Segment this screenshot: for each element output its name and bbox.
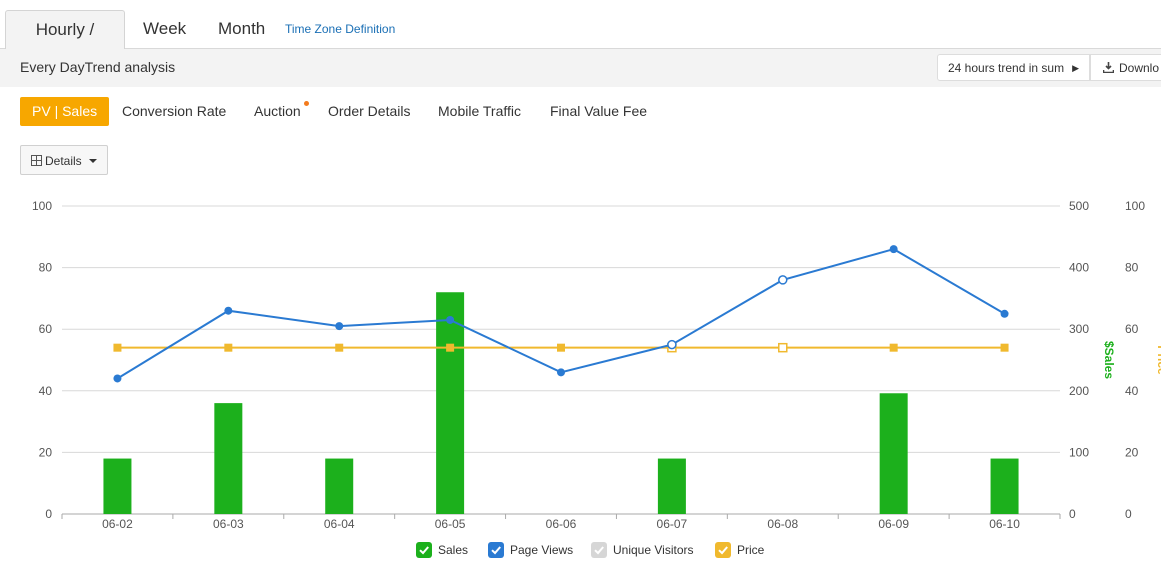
x-axis-tick-label: 06-02: [102, 517, 133, 531]
legend-label: Sales: [438, 543, 469, 557]
period-tabs: Hourly / Day Week Month Time Zone Defini…: [0, 0, 1161, 77]
sales-bar: [879, 393, 908, 514]
sales-bar: [103, 458, 132, 514]
page-views-point: [667, 339, 677, 350]
far-right-axis-tick-label: 0: [1125, 507, 1132, 521]
tab-week[interactable]: Week: [143, 19, 187, 38]
sales-bar: [990, 458, 1019, 514]
far-right-axis-tick-label: 20: [1125, 445, 1139, 459]
checkbox-checked-icon: [715, 542, 731, 558]
right-axis-tick-label: 400: [1069, 261, 1089, 275]
x-axis-tick-label: 06-07: [657, 517, 688, 531]
page-views-point: [335, 322, 344, 331]
page-views-point: [113, 374, 122, 383]
legend-label: Unique Visitors: [613, 543, 694, 557]
left-axis-tick-label: 60: [39, 322, 53, 336]
time-zone-definition-link[interactable]: Time Zone Definition: [285, 22, 396, 36]
trend-sum-label: 24 hours trend in sum: [948, 61, 1065, 75]
tab-hourly-day[interactable]: Hourly / Day: [5, 10, 125, 77]
price-point: [557, 343, 565, 352]
metric-tab-mobile-traffic[interactable]: Mobile Traffic: [438, 103, 521, 119]
right-axis-tick-label: 200: [1069, 384, 1089, 398]
far-right-axis-tick-label: 80: [1125, 261, 1139, 275]
right-axis-title: $Sales: [1102, 341, 1116, 379]
price-point: [889, 343, 898, 352]
page-views-point: [446, 315, 455, 324]
far-right-axis-tick-label: 100: [1125, 199, 1145, 213]
tab-month[interactable]: Month: [218, 19, 266, 38]
right-axis-tick-label: 100: [1069, 445, 1089, 459]
page-views-point: [1000, 309, 1009, 318]
page-views-point: [557, 368, 565, 377]
x-axis-tick-label: 06-08: [767, 517, 798, 531]
x-axis-tick-label: 06-05: [435, 517, 466, 531]
checkbox-checked-icon: [488, 542, 504, 558]
analysis-bar: Every DayTrend analysis 24 hours trend i…: [0, 49, 1161, 87]
left-axis-tick-label: 40: [39, 384, 53, 398]
x-axis-tick-label: 06-03: [213, 517, 244, 531]
trend-sum-button[interactable]: 24 hours trend in sum ▶: [937, 54, 1090, 81]
metric-tab-conversion-rate[interactable]: Conversion Rate: [122, 103, 227, 119]
analysis-title: Every DayTrend analysis: [20, 59, 176, 75]
legend-label: Price: [737, 543, 765, 557]
chevron-down-icon: [89, 159, 97, 163]
sales-bar: [657, 458, 686, 514]
x-axis-tick-label: 06-09: [878, 517, 909, 531]
sales-bar: [325, 458, 354, 514]
sales-bar: [214, 403, 243, 514]
x-axis-tick-label: 06-04: [324, 517, 355, 531]
x-axis-tick-label: 06-06: [546, 517, 577, 531]
checkbox-checked-icon: [591, 542, 607, 558]
metric-tab-pv-sales[interactable]: PV | Sales: [20, 97, 110, 126]
download-label: Downlo: [1119, 61, 1160, 75]
left-axis-tick-label: 100: [32, 199, 52, 213]
metric-tab-final-value-fee[interactable]: Final Value Fee: [550, 103, 648, 119]
metric-tab-auction[interactable]: Auction: [254, 103, 301, 119]
page-views-point: [224, 306, 233, 315]
caret-right-icon: ▶: [1072, 63, 1079, 73]
checkbox-checked-icon: [416, 542, 432, 558]
download-icon: [1102, 62, 1115, 74]
far-right-axis-tick-label: 60: [1125, 322, 1139, 336]
price-point: [224, 343, 233, 352]
metric-tab-order-details[interactable]: Order Details: [328, 103, 411, 119]
page-views-point: [778, 275, 788, 285]
page-views-line: [116, 248, 1006, 380]
new-badge-dot: [304, 101, 309, 106]
price-point: [113, 343, 122, 352]
sales-bar: [436, 292, 465, 514]
price-point: [446, 343, 455, 352]
left-axis-tick-label: 20: [39, 445, 53, 459]
legend-label: Page Views: [510, 543, 574, 557]
left-axis-tick-label: 0: [45, 507, 52, 521]
price-point: [335, 343, 344, 352]
right-axis-tick-label: 0: [1069, 507, 1076, 521]
right-axis-tick-label: 300: [1069, 322, 1089, 336]
details-label: Details: [45, 154, 82, 168]
left-axis-tick-label: 80: [39, 261, 53, 275]
price-point: [1000, 343, 1009, 352]
far-right-axis-title: Price: [1155, 345, 1161, 375]
page-views-point: [889, 245, 898, 254]
far-right-axis-tick-label: 40: [1125, 384, 1139, 398]
details-dropdown-button[interactable]: Details: [20, 145, 108, 175]
price-point: [778, 342, 788, 353]
grid-icon: [31, 155, 42, 166]
x-axis-tick-label: 06-10: [989, 517, 1020, 531]
download-button[interactable]: Downlo: [1090, 54, 1161, 81]
right-axis-tick-label: 500: [1069, 199, 1089, 213]
